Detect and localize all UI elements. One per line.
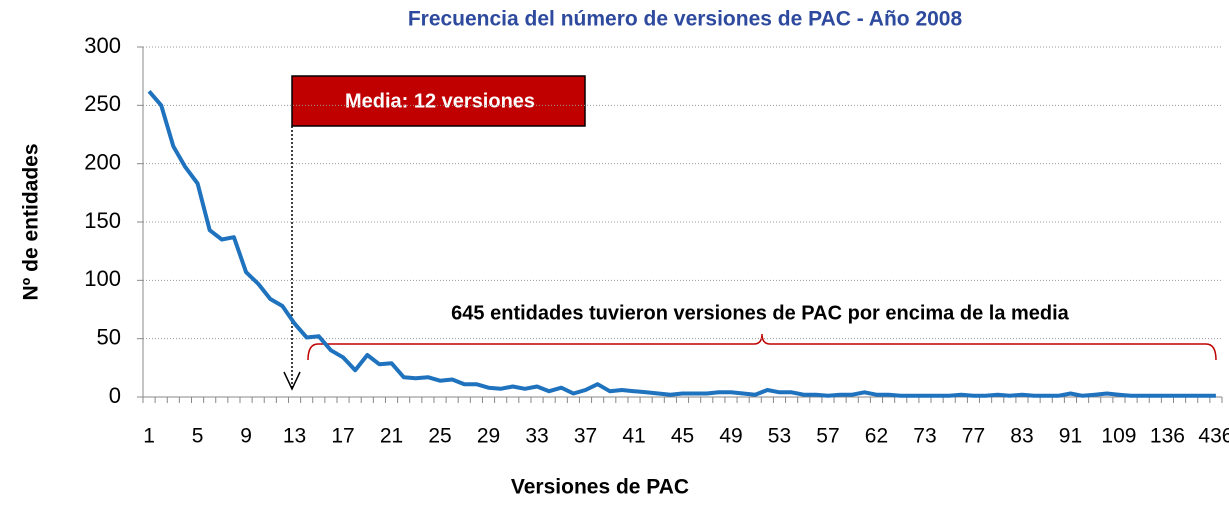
y-axis-label: Nº de entidades [20, 143, 43, 300]
y-tick-label: 50 [97, 324, 121, 349]
mean-box [291, 75, 586, 127]
x-tick-label: 57 [816, 425, 839, 448]
x-tick-label: 33 [525, 425, 548, 448]
x-tick-label: 62 [865, 425, 888, 448]
bracket [307, 333, 1217, 361]
y-tick-label: 150 [84, 208, 121, 233]
x-axis-label: Versiones de PAC [511, 476, 689, 499]
x-tick-label: 109 [1101, 425, 1136, 448]
x-tick-label: 45 [671, 425, 694, 448]
x-tick-label: 13 [283, 425, 306, 448]
x-tick-label: 91 [1059, 425, 1082, 448]
y-tick-label: 200 [84, 149, 121, 174]
x-tick-label: 29 [477, 425, 500, 448]
x-tick-label: 41 [622, 425, 645, 448]
chart-title: Frecuencia del número de versiones de PA… [408, 8, 963, 31]
x-tick-label: 17 [331, 425, 354, 448]
mean-arrow [283, 371, 301, 391]
x-tick-label: 21 [380, 425, 403, 448]
mean-label: Media: 12 versiones [345, 90, 535, 112]
y-tick-label: 100 [84, 266, 121, 291]
x-tick-label: 53 [768, 425, 791, 448]
x-tick-label: 136 [1150, 425, 1185, 448]
x-tick-label: 49 [719, 425, 742, 448]
x-tick-label: 5 [192, 425, 204, 448]
x-tick-label: 83 [1010, 425, 1033, 448]
y-tick-label: 250 [84, 91, 121, 116]
line [147, 89, 1216, 398]
x-tick-label: 1 [143, 425, 155, 448]
bracket-label: 645 entidades tuvieron versiones de PAC … [451, 302, 1070, 324]
x-tick-label: 436 [1198, 425, 1229, 448]
x-tick-label: 73 [913, 425, 936, 448]
x-tick-label: 77 [962, 425, 985, 448]
x-tick-label: 25 [428, 425, 451, 448]
x-tick-label: 9 [240, 425, 252, 448]
x-tick-label: 37 [574, 425, 597, 448]
y-tick-label: 300 [84, 33, 121, 58]
y-tick-label: 0 [109, 383, 121, 408]
